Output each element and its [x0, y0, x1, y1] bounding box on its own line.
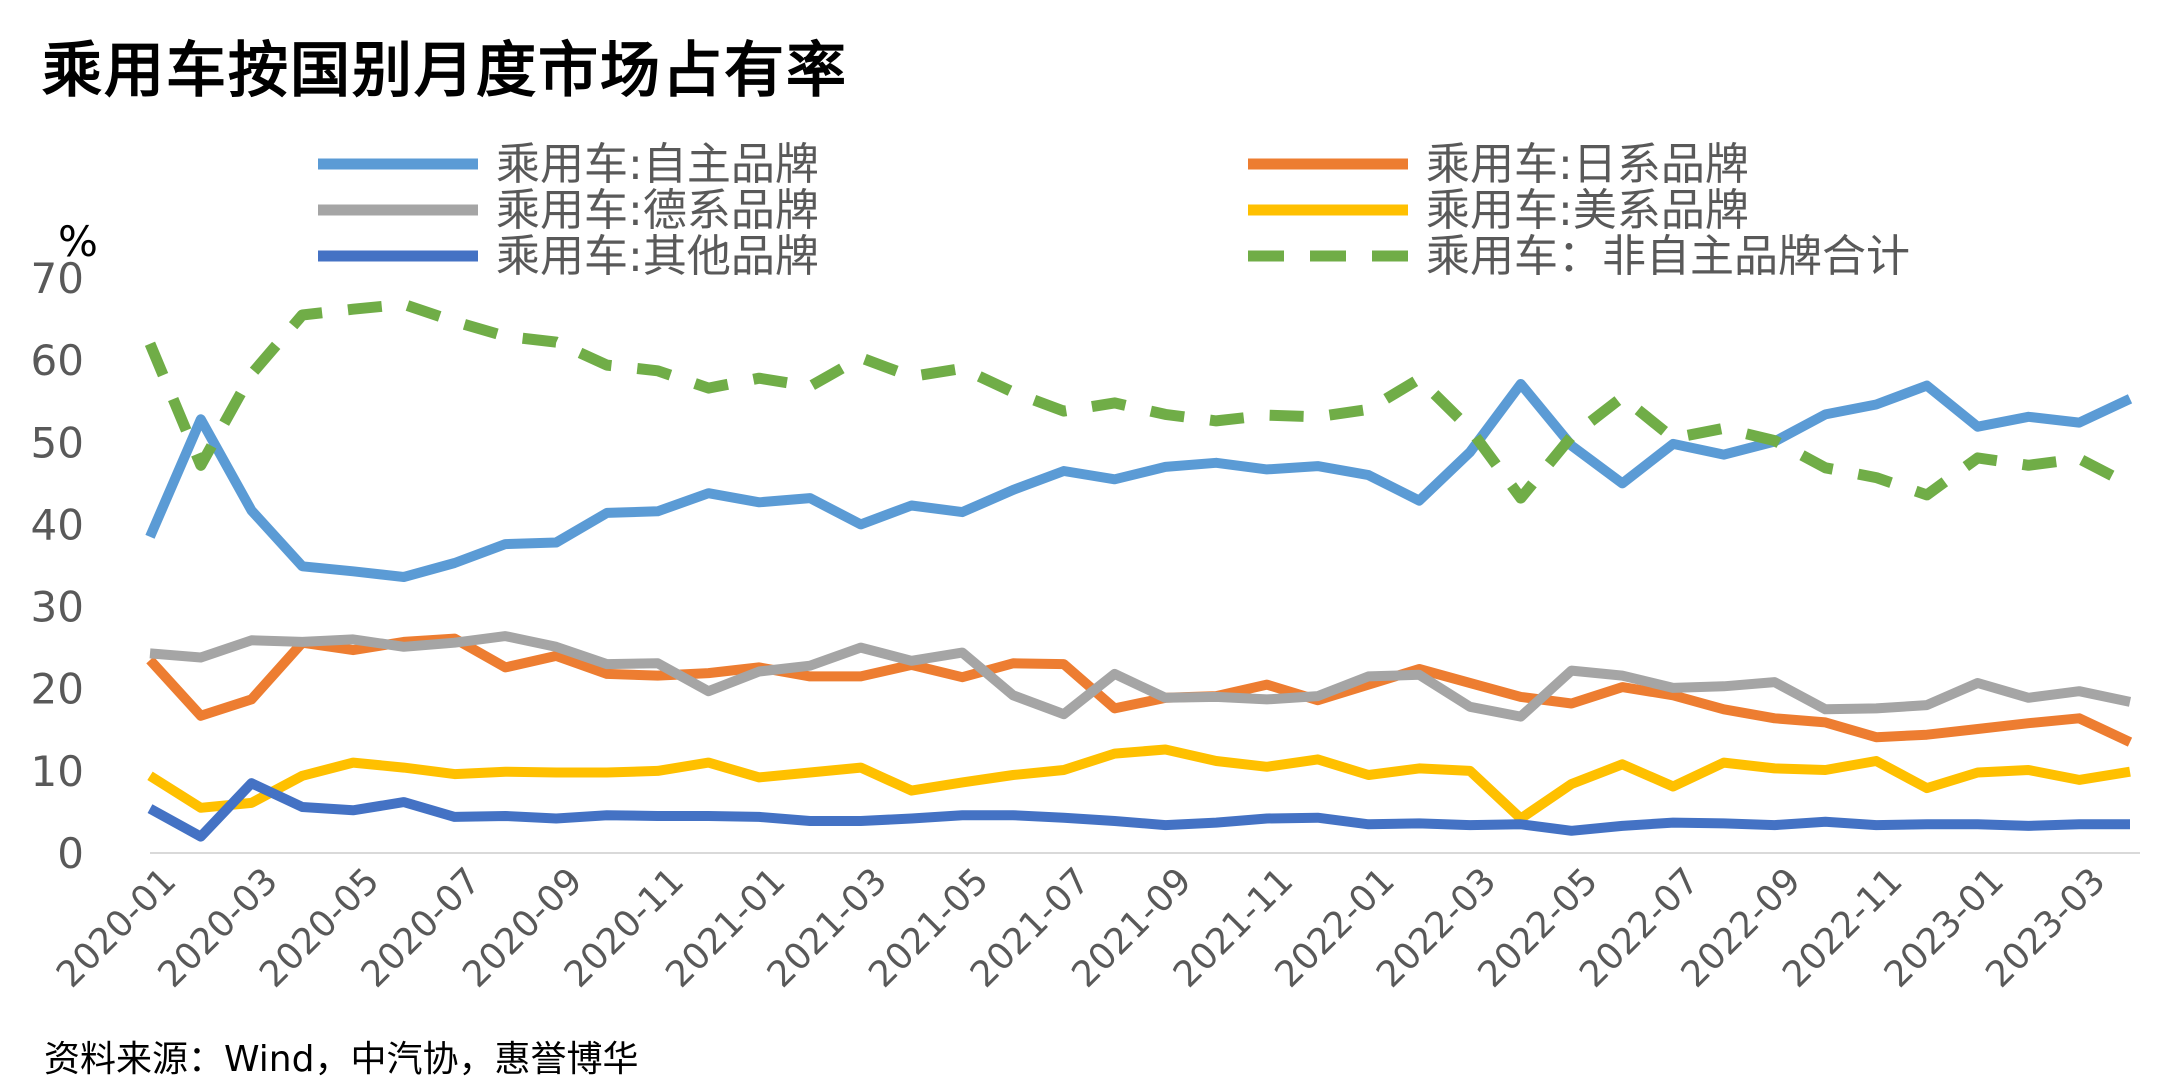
legend-label-1: 乘用车:自主品牌 [496, 139, 819, 190]
series-line-1 [145, 379, 2133, 582]
source-note: 资料来源：Wind，中汽协，惠誉博华 [44, 1039, 639, 1080]
legend-label-3: 乘用车:德系品牌 [496, 185, 819, 236]
y-tick-label: 60 [31, 336, 84, 385]
y-tick-label: 40 [31, 500, 84, 549]
legend-label-4: 乘用车:美系品牌 [1426, 185, 1749, 236]
y-tick-label: 0 [57, 829, 84, 878]
y-tick-label: 50 [31, 418, 84, 467]
legend-label-2: 乘用车:日系品牌 [1426, 139, 1749, 190]
series-group [144, 298, 2133, 842]
x-axis-ticks: 2020-012020-032020-052020-072020-092020-… [49, 860, 2114, 995]
y-tick-label: 10 [31, 747, 84, 796]
legend-label-6: 乘用车：非自主品牌合计 [1426, 231, 1910, 282]
chart-title: 乘用车按国别月度市场占有率 [42, 36, 848, 106]
y-tick-label: 70 [31, 254, 84, 303]
series-line-4 [147, 744, 2131, 824]
legend-label-5: 乘用车:其他品牌 [496, 231, 819, 282]
series-line-3 [149, 631, 2132, 722]
y-tick-label: 20 [31, 665, 84, 714]
series-line-2 [146, 633, 2133, 747]
y-axis-unit: % [58, 217, 98, 266]
y-tick-label: 30 [31, 583, 84, 632]
y-axis-ticks: 0 10 20 30 40 50 60 70 [31, 254, 84, 878]
series-line-6 [144, 298, 2133, 504]
series-line-5 [147, 778, 2130, 842]
